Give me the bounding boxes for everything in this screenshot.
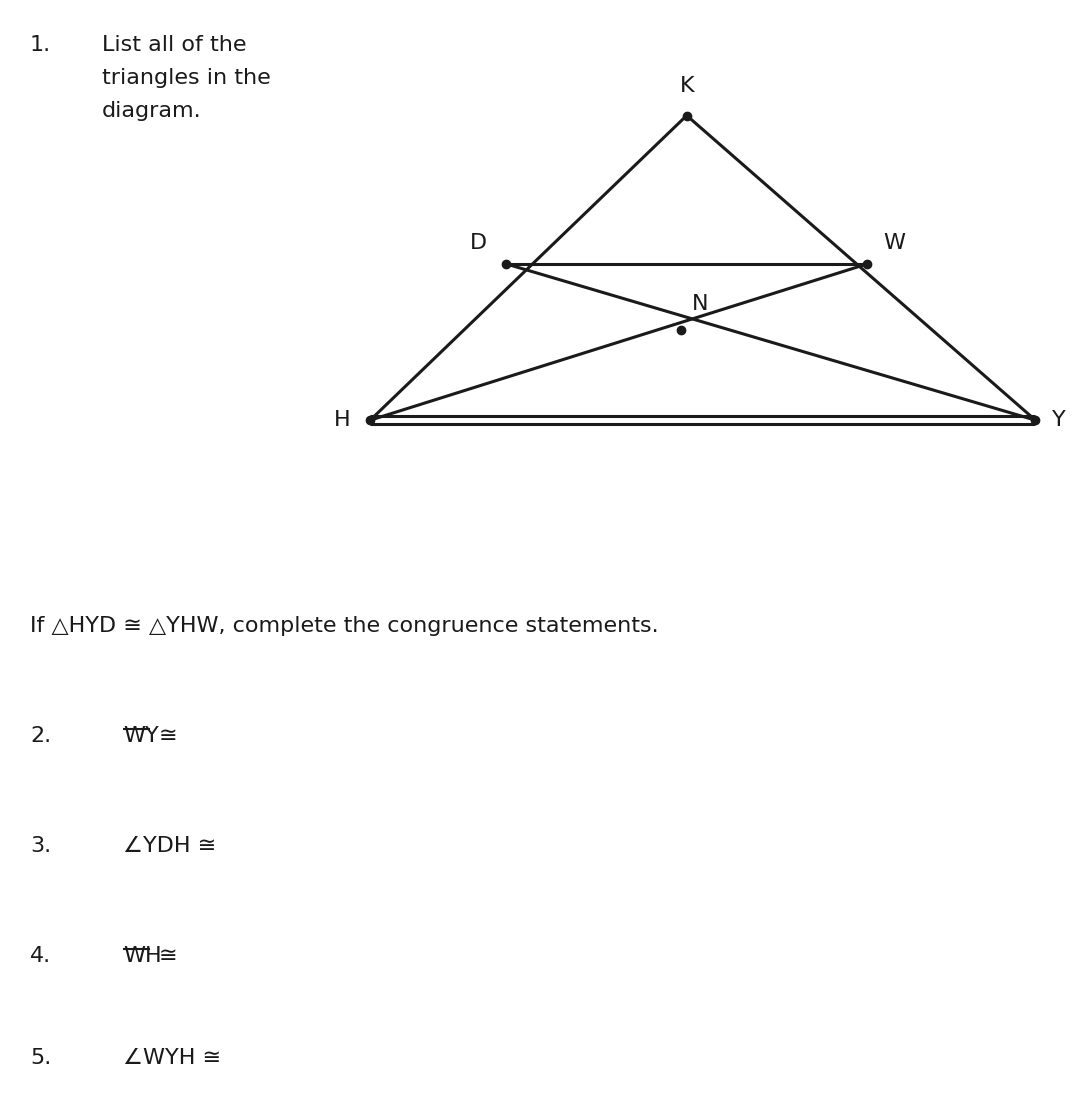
Text: 3.: 3. xyxy=(30,836,52,856)
Text: WY: WY xyxy=(123,726,159,746)
Text: Y: Y xyxy=(1052,410,1065,430)
Text: ∠WYH ≅: ∠WYH ≅ xyxy=(123,1048,221,1068)
Text: ∠YDH ≅: ∠YDH ≅ xyxy=(123,836,217,856)
Text: N: N xyxy=(692,294,708,313)
Text: ≅: ≅ xyxy=(159,946,177,966)
Text: If △HYD ≅ △YHW, complete the congruence statements.: If △HYD ≅ △YHW, complete the congruence … xyxy=(30,616,659,636)
Text: 2.: 2. xyxy=(30,726,52,746)
Text: List all of the: List all of the xyxy=(102,35,247,55)
Text: triangles in the: triangles in the xyxy=(102,68,270,88)
Text: ≅: ≅ xyxy=(159,726,177,746)
Text: D: D xyxy=(470,233,487,253)
Text: 5.: 5. xyxy=(30,1048,52,1068)
Text: 1.: 1. xyxy=(30,35,52,55)
Text: diagram.: diagram. xyxy=(102,101,202,121)
Text: H: H xyxy=(335,410,351,430)
Text: W: W xyxy=(883,233,906,253)
Text: WH: WH xyxy=(123,946,162,966)
Text: 4.: 4. xyxy=(30,946,52,966)
Text: K: K xyxy=(679,76,694,96)
